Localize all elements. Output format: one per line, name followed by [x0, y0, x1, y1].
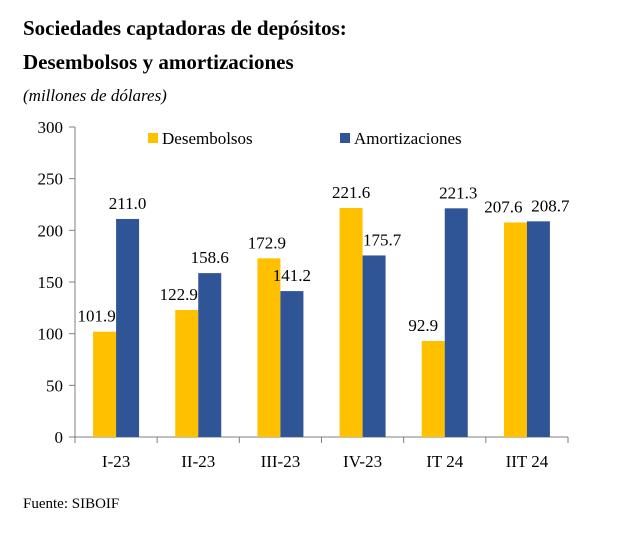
x-tick-label: IV-23	[343, 452, 382, 471]
legend-swatch-desembolsos	[148, 133, 158, 143]
chart-title-line2: Desembolsos y amortizaciones	[23, 50, 294, 74]
data-label-desembolsos: 92.9	[408, 316, 438, 335]
y-tick-label: 300	[38, 118, 64, 137]
x-tick-label: IIT 24	[506, 452, 549, 471]
chart-title-line1: Sociedades captadoras de depósitos:	[23, 16, 347, 40]
bar-amortizaciones	[526, 221, 550, 437]
chart-subtitle: (millones de dólares)	[23, 86, 167, 105]
bar-desembolsos	[175, 310, 199, 437]
y-tick-label: 200	[38, 221, 64, 240]
y-tick-label: 50	[46, 376, 63, 395]
data-label-amortizaciones: 141.2	[273, 266, 311, 285]
legend-amortizaciones: Amortizaciones	[354, 129, 462, 148]
legend-swatch-amortizaciones	[340, 133, 350, 143]
bar-amortizaciones	[198, 273, 222, 437]
x-tick-label: IT 24	[426, 452, 463, 471]
data-label-amortizaciones: 211.0	[109, 194, 147, 213]
data-label-desembolsos: 221.6	[332, 183, 370, 202]
bar-amortizaciones	[116, 218, 140, 437]
data-label-amortizaciones: 221.3	[439, 183, 477, 202]
data-label-desembolsos: 122.9	[160, 285, 198, 304]
bar-amortizaciones	[362, 255, 386, 437]
bar-desembolsos	[257, 258, 281, 437]
bar-amortizaciones	[444, 208, 468, 437]
bar-amortizaciones	[280, 291, 304, 437]
data-label-amortizaciones: 208.7	[531, 196, 570, 215]
bar-desembolsos	[421, 341, 445, 437]
bar-desembolsos	[93, 331, 117, 437]
x-tick-label: III-23	[261, 452, 301, 471]
y-tick-label: 250	[38, 170, 64, 189]
y-tick-label: 100	[38, 325, 64, 344]
data-label-desembolsos: 101.9	[77, 307, 115, 326]
data-label-amortizaciones: 175.7	[363, 230, 402, 249]
source-note: Fuente: SIBOIF	[23, 496, 120, 512]
x-tick-label: I-23	[102, 452, 130, 471]
bar-desembolsos	[503, 222, 527, 437]
y-tick-label: 0	[55, 428, 64, 447]
bar-desembolsos	[339, 208, 363, 437]
x-tick-label: II-23	[181, 452, 215, 471]
data-label-desembolsos: 207.6	[484, 197, 522, 216]
data-label-desembolsos: 172.9	[248, 233, 286, 252]
legend-desembolsos: Desembolsos	[162, 129, 253, 148]
data-label-amortizaciones: 158.6	[191, 248, 229, 267]
y-tick-label: 150	[38, 273, 64, 292]
